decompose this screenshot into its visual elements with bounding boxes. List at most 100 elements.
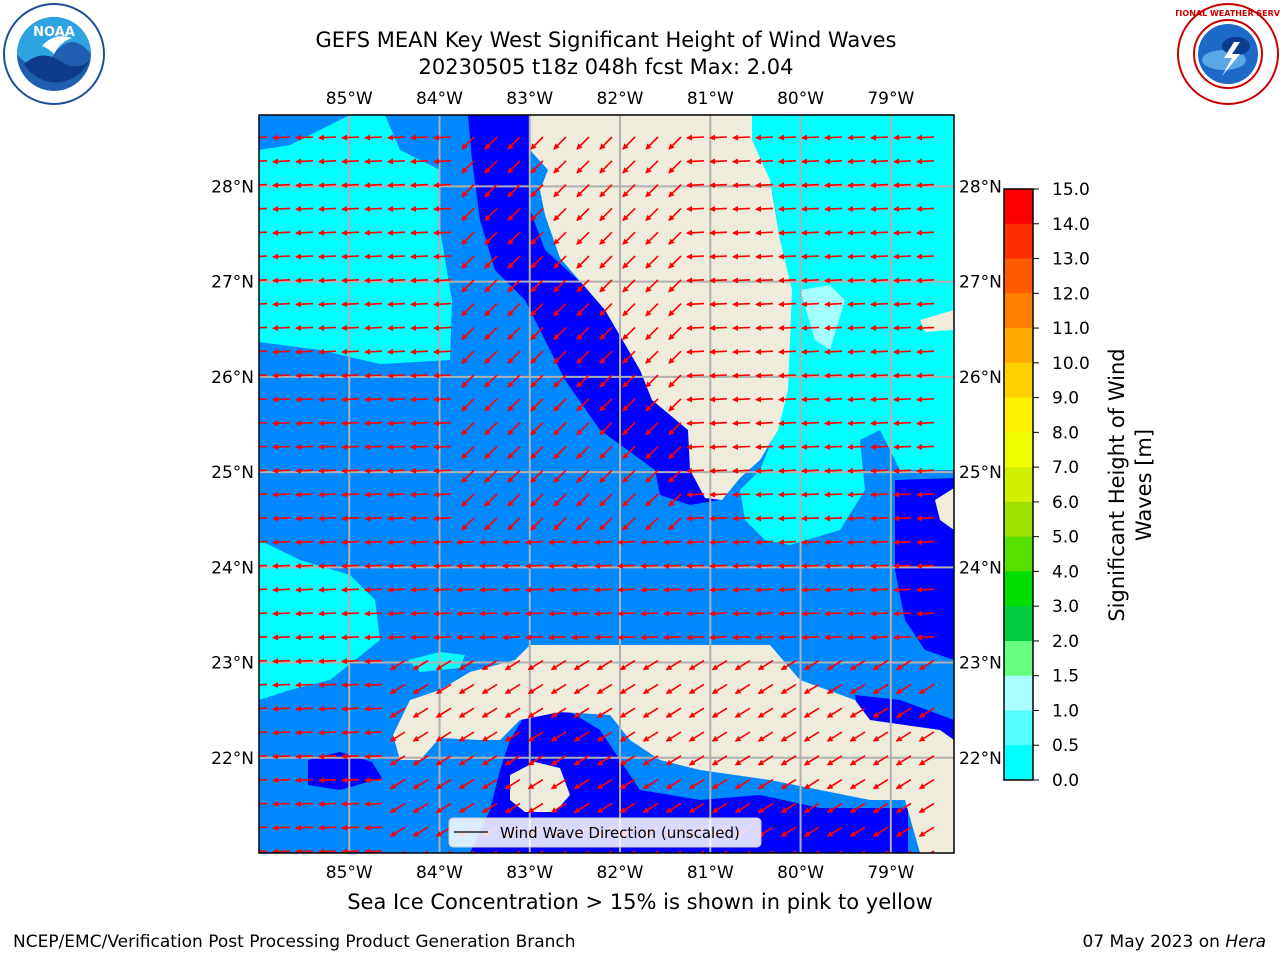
wind-arrow	[387, 634, 406, 641]
wind-arrow	[872, 659, 889, 671]
wind-arrow	[755, 348, 774, 355]
wind-arrow	[665, 707, 682, 718]
wind-arrow	[668, 136, 682, 150]
wind-arrow	[778, 491, 797, 498]
wind-arrow	[778, 134, 797, 141]
wind-arrow	[272, 539, 291, 546]
wind-arrow	[364, 824, 383, 831]
lat-tick-label: 25°N	[211, 463, 254, 483]
lat-tick-label: 26°N	[959, 368, 1002, 388]
wind-arrow	[530, 422, 544, 436]
colorbar-band	[1004, 397, 1033, 433]
wind-arrow	[686, 301, 705, 308]
wind-arrow	[596, 802, 613, 814]
wind-arrow	[553, 160, 567, 174]
wind-arrow	[341, 467, 360, 474]
wind-arrow	[640, 610, 659, 617]
wind-arrow	[484, 398, 498, 412]
wind-arrow	[272, 301, 291, 308]
wind-arrow	[599, 207, 613, 222]
wind-arrow	[259, 778, 268, 781]
band-0.0-0.5-florida	[468, 115, 720, 505]
wind-arrow	[849, 755, 866, 766]
wind-arrow	[895, 826, 912, 837]
wind-arrow	[272, 586, 291, 593]
wind-arrow	[870, 206, 889, 212]
wind-arrow	[387, 539, 406, 546]
wind-arrow	[847, 610, 866, 617]
wind-arrow	[642, 659, 659, 671]
wind-arrow	[387, 491, 406, 498]
wind-arrow	[709, 348, 728, 355]
colorbar-tick-label: 1.5	[1052, 667, 1079, 687]
wind-arrow	[645, 469, 659, 483]
lon-tick-label: 81°W	[687, 89, 734, 109]
wind-arrow	[686, 444, 705, 450]
wind-arrow	[916, 372, 935, 379]
wind-arrow	[412, 659, 429, 671]
wind-arrow	[295, 467, 314, 474]
lat-tick-label: 28°N	[959, 177, 1002, 197]
wind-arrow	[364, 586, 383, 593]
wind-arrow	[410, 515, 429, 522]
wind-arrow	[387, 348, 406, 355]
wind-arrow	[686, 467, 705, 474]
wind-arrow	[824, 563, 843, 569]
sea-ice-note: Sea Ice Concentration > 15% is shown in …	[347, 890, 933, 914]
wind-arrow	[665, 778, 682, 790]
wind-arrow	[755, 491, 774, 498]
wind-arrow	[893, 372, 912, 379]
wind-arrow	[668, 469, 682, 483]
wind-arrow	[824, 610, 843, 617]
wind-arrow	[576, 445, 590, 460]
wind-arrow	[686, 325, 705, 331]
wind-arrow	[530, 445, 544, 460]
wind-arrow	[259, 683, 268, 686]
wind-arrow	[318, 348, 337, 355]
wind-arrow	[849, 659, 866, 671]
wind-arrow	[870, 325, 889, 331]
wind-arrow	[341, 229, 360, 236]
wind-arrow	[801, 253, 820, 260]
wind-arrow	[870, 134, 889, 141]
wind-arrow	[665, 731, 682, 742]
wind-arrow	[259, 445, 268, 448]
wind-arrow	[801, 563, 820, 569]
wind-arrow	[709, 396, 728, 403]
wind-arrow	[870, 539, 889, 546]
wind-arrow	[387, 277, 406, 284]
wind-arrow	[458, 755, 475, 766]
wind-arrow	[622, 493, 636, 507]
wind-arrow	[645, 160, 659, 174]
wind-arrow	[502, 634, 521, 641]
nws-logo: NATIONAL WEATHER SERVICE	[1176, 3, 1280, 105]
wind-arrow	[847, 634, 866, 641]
wind-arrow	[553, 136, 567, 150]
land-bahamas	[935, 488, 954, 530]
wind-arrow	[318, 515, 337, 522]
wind-arrow	[553, 184, 567, 198]
wind-arrow	[295, 610, 314, 617]
wind-arrow	[387, 206, 406, 212]
wind-arrow	[479, 539, 498, 546]
wind-arrow	[870, 586, 889, 593]
wind-arrow	[576, 422, 590, 436]
noaa-logo: NOAA	[3, 3, 105, 105]
map-frame	[258, 114, 955, 854]
wind-arrow	[507, 326, 521, 341]
wind-arrow	[259, 136, 268, 139]
wind-arrow	[847, 229, 866, 236]
wind-arrow	[622, 517, 636, 531]
wind-arrow	[824, 634, 843, 641]
wind-arrow	[663, 586, 682, 593]
lon-tick-label: 83°W	[506, 89, 553, 109]
wind-arrow	[599, 422, 613, 436]
wind-arrow	[553, 422, 567, 436]
wave-height-fill	[259, 115, 954, 853]
wind-arrow	[341, 610, 360, 617]
direction-legend: Wind Wave Direction (unscaled)	[448, 817, 762, 848]
wind-arrow	[410, 539, 429, 546]
wind-arrow	[433, 348, 452, 355]
wind-arrow	[364, 801, 383, 807]
wind-arrow	[318, 253, 337, 260]
